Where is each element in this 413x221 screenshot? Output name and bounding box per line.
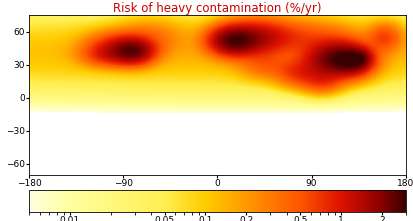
- Title: Risk of heavy contamination (%/yr): Risk of heavy contamination (%/yr): [113, 2, 321, 15]
